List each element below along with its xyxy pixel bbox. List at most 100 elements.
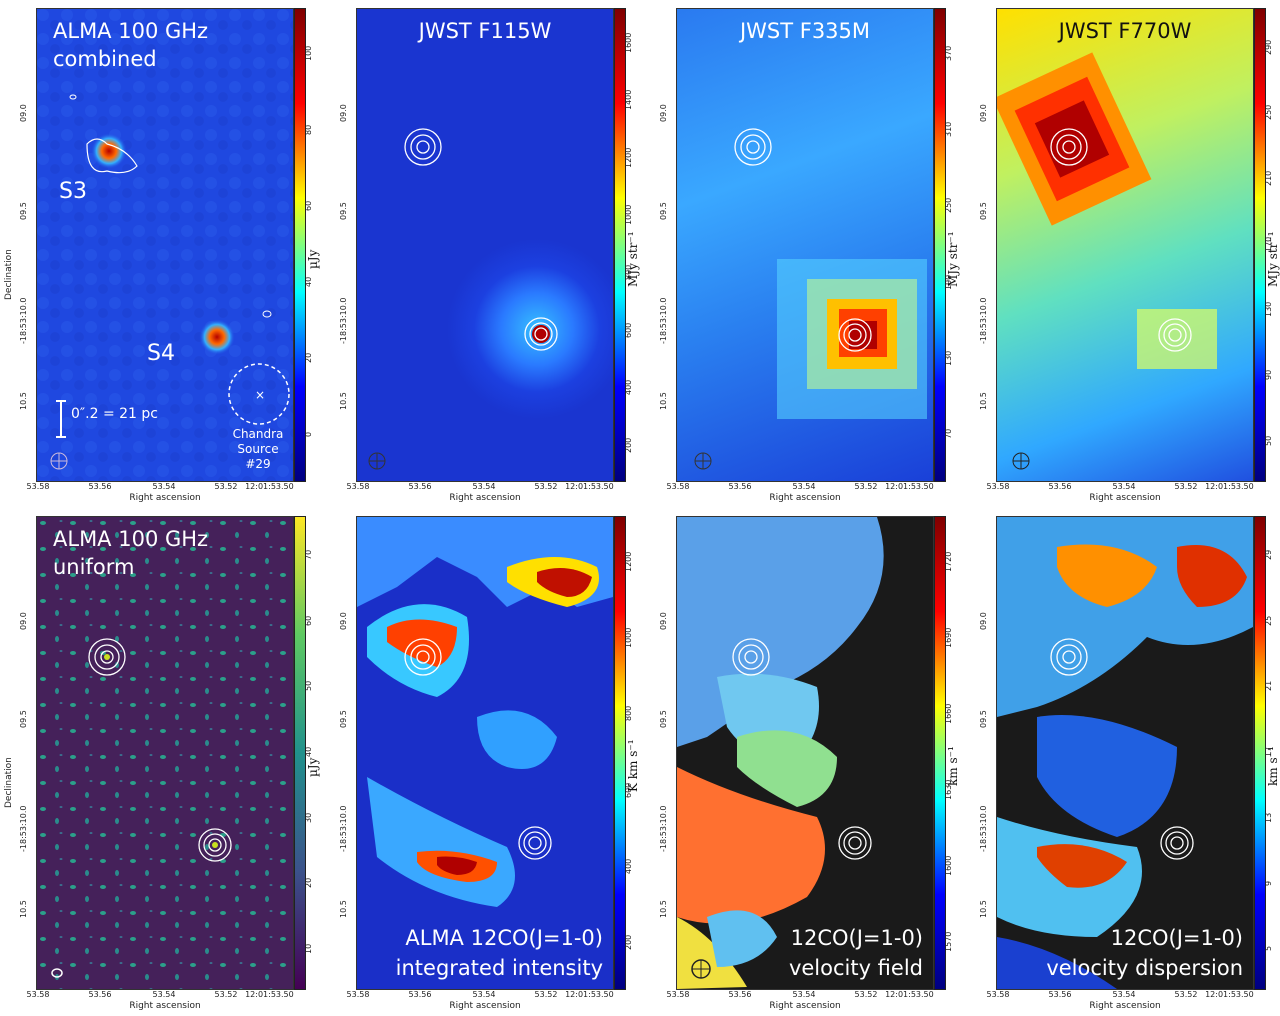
y-tick-label: -18:53:10.0 <box>979 297 988 345</box>
x-tick-label: 53.56 <box>1048 990 1072 999</box>
y-tick-label: -18:53:10.0 <box>339 297 348 345</box>
colorbar-unit: MJy str⁻¹ <box>946 231 960 287</box>
x-axis-label: Right ascension <box>769 1001 841 1011</box>
y-tick-label: 09.5 <box>339 709 348 728</box>
y-tick-label: -18:53:10.0 <box>659 805 668 853</box>
x-tick-label: 53.56 <box>728 990 752 999</box>
svg-text:×: × <box>255 388 265 402</box>
colorbar <box>934 516 946 990</box>
colorbar-tick-label: 250 <box>944 198 953 214</box>
x-tick-label: 53.56 <box>408 990 432 999</box>
x-axis-label: Right ascension <box>129 1001 201 1011</box>
y-tick-label: 09.5 <box>979 709 988 728</box>
x-tick-label: 53.52 <box>854 990 878 999</box>
y-tick-label: 09.0 <box>659 103 668 122</box>
colorbar-tick-label: 20 <box>304 877 313 889</box>
colorbar-unit: K km s⁻¹ <box>626 739 640 792</box>
colorbar-tick-label: 200 <box>624 934 633 950</box>
colorbar-tick-label: 25 <box>1264 615 1273 626</box>
y-tick-label: 09.0 <box>659 611 668 630</box>
y-tick-label: 09.5 <box>339 201 348 220</box>
y-tick-label: 10.5 <box>19 391 28 410</box>
x-tick-label: 53.54 <box>152 990 176 999</box>
colorbar-tick-label: 0 <box>304 431 313 437</box>
y-tick-label: 09.5 <box>19 201 28 220</box>
x-tick-label: 53.58 <box>666 990 690 999</box>
x-tick-label: 53.52 <box>534 990 558 999</box>
colorbar-tick-label: 250 <box>1264 105 1273 121</box>
colorbar-tick-label: 1200 <box>624 147 633 168</box>
y-tick-label: 09.0 <box>339 103 348 122</box>
y-tick-label: 09.5 <box>19 709 28 728</box>
colorbar-tick-label: 50 <box>1264 435 1273 446</box>
f115w-image <box>368 128 558 470</box>
colorbar <box>294 8 306 482</box>
x-axis-label: Right ascension <box>769 493 841 503</box>
colorbar-tick-label: 90 <box>1264 369 1273 381</box>
panel-alma-uniform: ALMA 100 GHz uniform Declination 09.0 09.5… <box>0 508 320 1016</box>
map-co-velocity-dispersion: 12CO(J=1-0) velocity dispersion <box>996 516 1254 990</box>
f335m-image <box>694 128 927 470</box>
panel-title: JWST F335M <box>739 19 871 43</box>
alma-uniform-image <box>37 517 293 989</box>
colorbar-tick-label: 800 <box>624 706 633 722</box>
map-jwst-f335m: JWST F335M <box>676 8 934 482</box>
x-tick-label: 53.56 <box>408 482 432 491</box>
panel-title: 12CO(J=1-0) velocity dispersion <box>1046 926 1243 980</box>
colorbar-tick-label: 200 <box>624 437 633 453</box>
y-tick-label: -18:53:10.0 <box>659 297 668 345</box>
x-tick-label: 53.52 <box>534 482 558 491</box>
colorbar-tick-label: 210 <box>1264 170 1273 186</box>
colorbar-tick-label: 1000 <box>624 627 633 648</box>
y-tick-label: 10.5 <box>339 899 348 918</box>
colorbar-tick-label: 130 <box>944 350 953 366</box>
x-axis-label: Right ascension <box>1089 1001 1161 1011</box>
colorbar-tick-label: 1000 <box>624 204 633 226</box>
colorbar-unit: MJy str⁻¹ <box>626 231 640 287</box>
y-tick-label: 10.5 <box>979 899 988 918</box>
x-tick-label: 53.54 <box>472 990 496 999</box>
x-tick-label: 12:01:53.50 <box>1205 482 1254 491</box>
map-jwst-f115w: JWST F115W <box>356 8 614 482</box>
x-tick-labels: 53.58 53.56 53.54 53.52 12:01:53.50 <box>987 990 1254 1000</box>
x-axis-label: Right ascension <box>449 1001 521 1011</box>
colorbar-tick-label: 130 <box>1264 301 1273 318</box>
panel-co-intensity: ALMA 12CO(J=1-0) integrated intensity 09… <box>320 508 640 1016</box>
y-tick-label: 09.5 <box>659 709 668 728</box>
map-jwst-f770w: JWST F770W <box>996 8 1254 482</box>
x-tick-label: 12:01:53.50 <box>565 990 614 999</box>
map-alma-combined: × ALMA 100 GHz combined S3 S4 0″.2 = 21 … <box>36 8 294 482</box>
x-tick-label: 53.56 <box>728 482 752 491</box>
y-tick-label: 09.0 <box>339 611 348 630</box>
x-tick-labels: 53.58 53.56 53.54 53.52 12:01:53.50 <box>27 990 294 1000</box>
x-tick-label: 53.54 <box>792 990 816 999</box>
colorbar-tick-label: 21 <box>1264 681 1273 692</box>
colorbar-tick-label: 40 <box>304 746 313 757</box>
x-tick-label: 53.54 <box>1112 990 1136 999</box>
x-tick-label: 12:01:53.50 <box>885 990 934 999</box>
x-tick-label: 53.58 <box>666 482 690 491</box>
x-tick-label: 53.58 <box>26 990 50 999</box>
y-tick-label: 09.5 <box>659 201 668 220</box>
panel-title: 12CO(J=1-0) velocity field <box>788 926 923 980</box>
source-label-s4: S4 <box>147 341 175 366</box>
x-tick-labels: 53.58 53.56 53.54 53.52 12:01:53.50 <box>667 482 934 492</box>
x-tick-label: 53.58 <box>986 990 1010 999</box>
x-tick-label: 12:01:53.50 <box>1205 990 1254 999</box>
colorbar-tick-label: 370 <box>944 45 953 62</box>
panel-title: JWST F770W <box>1058 19 1192 43</box>
f770w-image <box>997 52 1217 470</box>
panel-jwst-f770w: JWST F770W 09.0 09.5 -18:53:10.0 10.5 53.58 5… <box>960 0 1280 508</box>
colorbar-tick-label: 1660 <box>944 703 953 724</box>
co-intensity-image <box>357 517 613 907</box>
scalebar-label: 0″.2 = 21 pc <box>71 406 158 422</box>
colorbar-tick-label: 5 <box>1264 946 1273 952</box>
colorbar-tick-label: 310 <box>944 122 953 138</box>
x-tick-label: 53.58 <box>986 482 1010 491</box>
x-axis-label: Right ascension <box>1089 493 1161 503</box>
colorbar-tick-label: 600 <box>624 322 633 338</box>
x-tick-label: 53.52 <box>1174 990 1198 999</box>
x-tick-label: 53.52 <box>854 482 878 491</box>
x-tick-labels: 53.58 53.56 53.54 53.52 12:01:53.50 <box>347 482 614 492</box>
panel-co-velocity-dispersion: 12CO(J=1-0) velocity dispersion 09.0 09.5… <box>960 508 1280 1016</box>
